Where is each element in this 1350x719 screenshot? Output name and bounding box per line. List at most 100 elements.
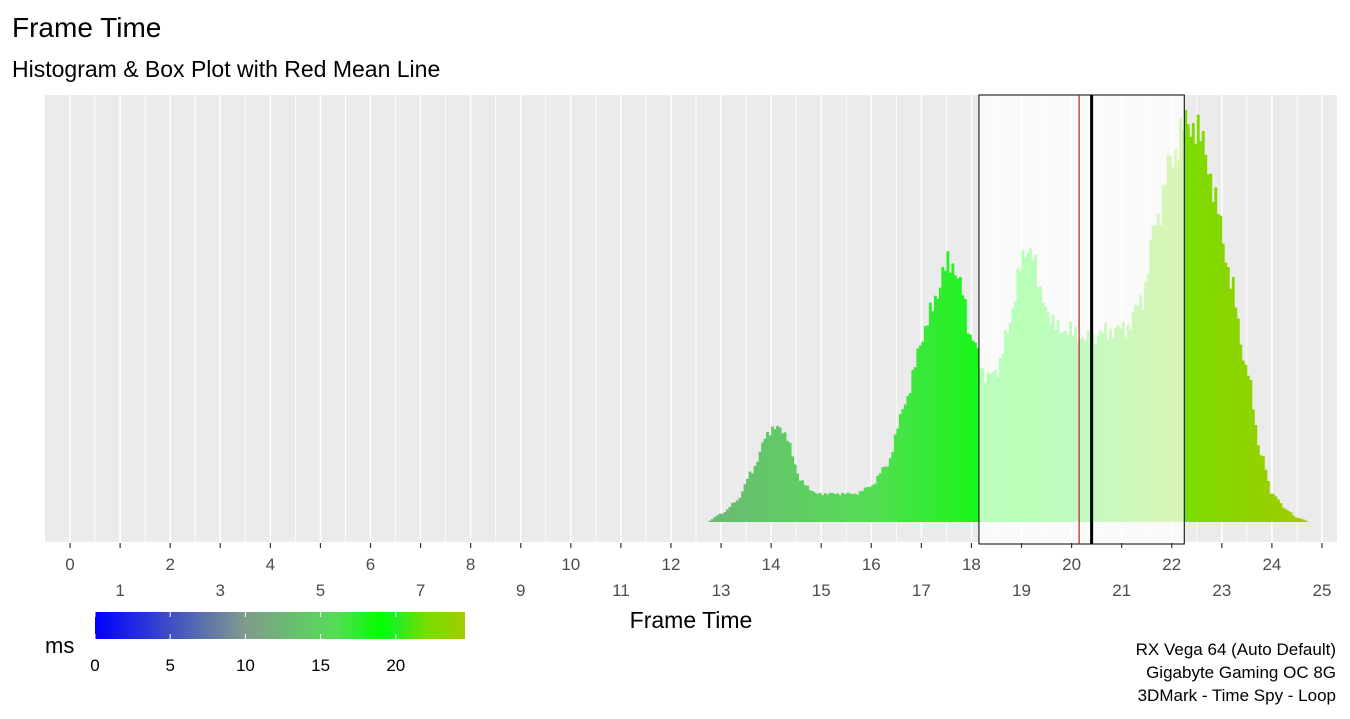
legend-tick-label: 5 — [165, 656, 174, 675]
histogram-bar — [1239, 344, 1243, 522]
histogram-bar — [841, 492, 845, 522]
histogram-bar — [1246, 375, 1250, 522]
histogram-bar — [766, 431, 770, 522]
histogram-bar — [756, 461, 759, 522]
histogram-bar — [876, 475, 880, 522]
histogram-bar — [741, 491, 744, 522]
histogram-bar — [743, 484, 747, 522]
legend-colorbar — [95, 612, 465, 639]
x-tick-label: 21 — [1112, 581, 1131, 600]
x-tick-label: 4 — [266, 555, 275, 574]
histogram-bar — [713, 516, 717, 522]
histogram-bar — [786, 440, 790, 522]
histogram-bar — [768, 435, 772, 522]
histogram-bar — [856, 494, 860, 522]
histogram-bar — [926, 325, 930, 522]
histogram-bar — [746, 478, 749, 522]
histogram-bar — [801, 480, 805, 522]
histogram-bar — [881, 467, 885, 522]
histogram-bar — [1289, 512, 1293, 522]
x-tick-label: 0 — [65, 555, 74, 574]
histogram-bar — [1186, 124, 1190, 522]
histogram-bar — [796, 473, 800, 522]
histogram-bar — [846, 492, 850, 522]
histogram-bar — [1191, 122, 1195, 522]
histogram-bar — [1201, 131, 1205, 522]
color-legend: ms 0 5 10 15 20 — [45, 612, 465, 675]
x-tick-label: 12 — [662, 555, 681, 574]
histogram-bar — [771, 426, 775, 522]
histogram-bar — [943, 270, 947, 522]
x-tick-label: 25 — [1313, 581, 1332, 600]
x-tick-label: 18 — [962, 555, 981, 574]
histogram-bar — [888, 458, 892, 522]
histogram-bar — [938, 287, 942, 522]
histogram-bar — [1231, 277, 1235, 522]
caption-line-2: Gigabyte Gaming OC 8G — [1146, 663, 1336, 682]
histogram-bar — [961, 295, 965, 522]
histogram-bar — [753, 465, 757, 522]
x-tick-label: 19 — [1012, 581, 1031, 600]
histogram-bar — [1271, 493, 1275, 522]
histogram-bar — [803, 485, 807, 522]
histogram-bar — [791, 456, 795, 522]
histogram-bar — [1261, 456, 1265, 522]
histogram-bar — [733, 502, 737, 522]
histogram-bar — [1249, 379, 1253, 522]
histogram-bar — [963, 299, 967, 522]
histogram-bar — [973, 342, 977, 522]
histogram-bar — [751, 473, 754, 522]
legend-tick-label: 20 — [386, 656, 405, 675]
histogram-bar — [903, 404, 907, 522]
histogram-bar — [838, 495, 842, 522]
histogram-bar — [958, 277, 962, 522]
x-tick-label: 7 — [416, 581, 425, 600]
caption-line-1: RX Vega 64 (Auto Default) — [1136, 640, 1336, 659]
histogram-bar — [923, 325, 927, 522]
histogram-bar — [788, 442, 792, 522]
histogram-bar — [953, 275, 957, 522]
x-tick-label: 10 — [561, 555, 580, 574]
histogram-bar — [718, 513, 722, 522]
x-tick-label: 8 — [466, 555, 475, 574]
histogram-bar — [776, 425, 780, 522]
histogram-bar — [716, 515, 719, 522]
histogram-bar — [711, 519, 714, 522]
histogram-bar — [1214, 187, 1218, 522]
histogram-bar — [1226, 267, 1230, 522]
histogram-bar — [883, 466, 887, 522]
histogram-bar — [778, 427, 782, 522]
histogram-bar — [1256, 445, 1260, 522]
histogram-bar — [933, 295, 937, 522]
histogram-bar — [811, 491, 815, 522]
legend-tick-label: 0 — [90, 656, 99, 675]
histogram-bar — [1266, 480, 1270, 522]
histogram-bar — [1194, 143, 1198, 522]
caption: RX Vega 64 (Auto Default) Gigabyte Gamin… — [1136, 640, 1336, 705]
histogram-bar — [858, 491, 862, 522]
histogram-bar — [1209, 173, 1213, 522]
x-tick-label: 16 — [862, 555, 881, 574]
histogram-bar — [896, 428, 900, 522]
legend-title: ms — [45, 633, 74, 658]
histogram-bar — [901, 409, 905, 522]
histogram-bar — [726, 509, 729, 522]
histogram-bar — [813, 492, 817, 522]
histogram-bar — [891, 451, 895, 522]
histogram-bar — [708, 520, 712, 522]
histogram-bar — [1236, 318, 1240, 522]
x-axis-ticks: 0 2 4 6 8 10 12 14 16 18 20 22 241 3 5 7 9 11 13 15 17 19 21 23… — [65, 543, 1331, 600]
histogram-bar — [761, 442, 765, 522]
histogram-bar — [1299, 518, 1303, 522]
histogram-bar — [1276, 499, 1280, 522]
histogram-bar — [1196, 114, 1200, 523]
histogram-bar — [823, 493, 827, 522]
histogram-bar — [921, 341, 925, 522]
box-plot — [978, 94, 1185, 545]
histogram-bar — [1211, 202, 1215, 522]
histogram-bar — [798, 480, 802, 522]
histogram-bar — [723, 512, 727, 522]
histogram-bar — [878, 473, 882, 522]
histogram-bar — [941, 266, 945, 522]
